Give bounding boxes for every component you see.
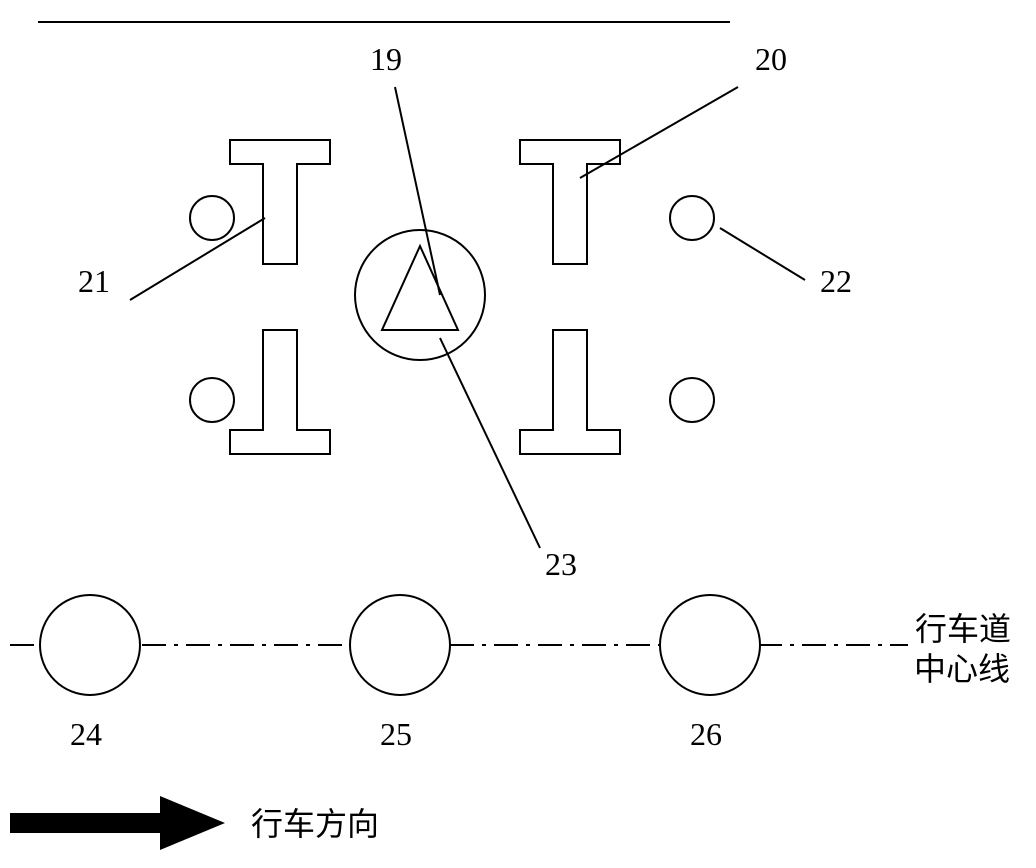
label-25: 25 xyxy=(380,716,412,752)
label-23: 23 xyxy=(545,546,577,582)
t-cap-br xyxy=(520,430,620,454)
t-seam-patch-bl xyxy=(264,429,296,431)
t-cap-tl xyxy=(230,140,330,164)
t-stem-tr xyxy=(553,164,587,264)
t-cap-bl xyxy=(230,430,330,454)
label-22: 22 xyxy=(820,263,852,299)
t-cap-tr xyxy=(520,140,620,164)
t-seam-patch-br xyxy=(554,429,586,431)
small-circle-bl xyxy=(190,378,234,422)
leader-l20 xyxy=(580,87,738,178)
lane-circle-c25 xyxy=(350,595,450,695)
t-stem-br xyxy=(553,330,587,430)
center-circle xyxy=(355,230,485,360)
lane-circle-c24 xyxy=(40,595,140,695)
label-20: 20 xyxy=(755,41,787,77)
label-26: 26 xyxy=(690,716,722,752)
small-circle-tr xyxy=(670,196,714,240)
label-21: 21 xyxy=(78,263,110,299)
label-lane-center-2: 中心线 xyxy=(914,651,1010,687)
label-lane-center-1: 行车道 xyxy=(915,611,1011,647)
small-circle-br xyxy=(670,378,714,422)
label-19: 19 xyxy=(370,41,402,77)
leader-l22 xyxy=(720,228,805,280)
center-symbol xyxy=(355,230,485,360)
t-stem-bl xyxy=(263,330,297,430)
arrow-head xyxy=(160,796,225,850)
small-circle-tl xyxy=(190,196,234,240)
diagram-canvas: 19 20 21 22 23 24 25 26 行车道 中心线 行车方向 xyxy=(0,0,1036,868)
direction-arrow xyxy=(10,796,225,850)
t-stem-tl xyxy=(263,164,297,264)
t-seam-patch-tl xyxy=(264,163,296,165)
lane-circle-c26 xyxy=(660,595,760,695)
t-seam-patch-tr xyxy=(554,163,586,165)
label-direction: 行车方向 xyxy=(251,806,379,842)
label-24: 24 xyxy=(70,716,102,752)
